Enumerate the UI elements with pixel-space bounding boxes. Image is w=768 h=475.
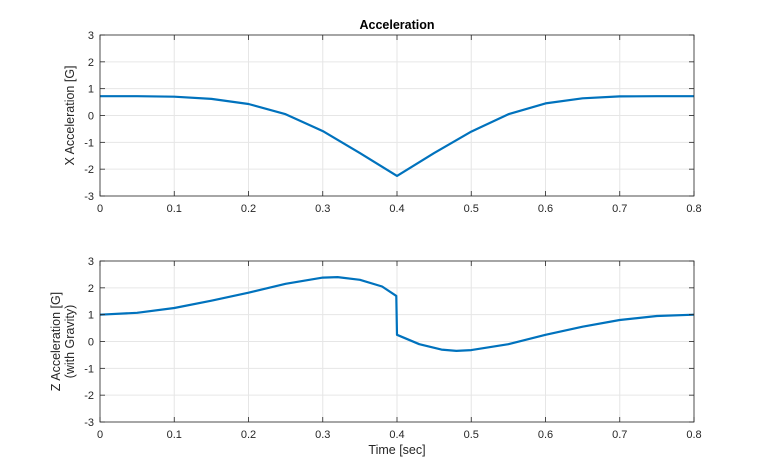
x-tick-label: 0.7 xyxy=(612,203,627,215)
y-axis-label: Z Acceleration [G] xyxy=(49,292,63,391)
x-tick-label: 0 xyxy=(97,203,103,215)
x-tick-label: 0.5 xyxy=(464,429,479,441)
x-tick-label: 0 xyxy=(97,429,103,441)
x-tick-label: 0.5 xyxy=(464,203,479,215)
data-line xyxy=(99,276,695,352)
y-tick-label: -2 xyxy=(84,164,94,176)
y-tick-label: 0 xyxy=(88,337,94,349)
y-tick-label: 1 xyxy=(88,84,94,96)
x-tick-label: 0.6 xyxy=(538,429,553,441)
y-tick-label: -1 xyxy=(84,137,94,149)
x-tick-label: 0.4 xyxy=(389,429,404,441)
axes-1: 0 0.1 0.2 0.3 0.4 0.5 0.6 0.7 0.8 3 2 1 0 -1 -2 -3 Accel… xyxy=(63,18,702,215)
x-tick-label: 0.1 xyxy=(167,203,182,215)
y-tick-label: 2 xyxy=(88,57,94,69)
y-tick-label: 3 xyxy=(88,256,94,268)
y-tick-label: 0 xyxy=(88,111,94,123)
grid-lines xyxy=(99,260,695,423)
x-tick-label: 0.1 xyxy=(167,429,182,441)
grid-lines xyxy=(99,34,695,197)
chart-title: Acceleration xyxy=(359,18,434,32)
x-tick-label: 0.3 xyxy=(315,203,330,215)
x-axis-label: Time [sec] xyxy=(368,443,425,457)
y-tick-label: -3 xyxy=(84,191,94,203)
y-tick-label: -2 xyxy=(84,390,94,402)
x-tick-label: 0.6 xyxy=(538,203,553,215)
y-tick-label: 2 xyxy=(88,283,94,295)
x-tick-label: 0.2 xyxy=(241,429,256,441)
x-tick-label: 0.7 xyxy=(612,429,627,441)
y-axis-label: X Acceleration [G] xyxy=(63,65,77,165)
x-tick-label: 0.8 xyxy=(686,429,701,441)
y-tick-label: 3 xyxy=(88,30,94,42)
x-tick-label: 0.4 xyxy=(389,203,404,215)
x-tick-label: 0.2 xyxy=(241,203,256,215)
y-tick-label: -1 xyxy=(84,363,94,375)
y-tick-label: 1 xyxy=(88,310,94,322)
y-tick-label: -3 xyxy=(84,417,94,429)
axes-2: 0 0.1 0.2 0.3 0.4 0.5 0.6 0.7 0.8 3 2 1 0 -1 -2 -3 Time … xyxy=(49,256,702,457)
y-axis-label: (with Gravity) xyxy=(63,305,77,379)
x-tick-label: 0.3 xyxy=(315,429,330,441)
x-tick-label: 0.8 xyxy=(686,203,701,215)
data-line xyxy=(100,95,694,177)
